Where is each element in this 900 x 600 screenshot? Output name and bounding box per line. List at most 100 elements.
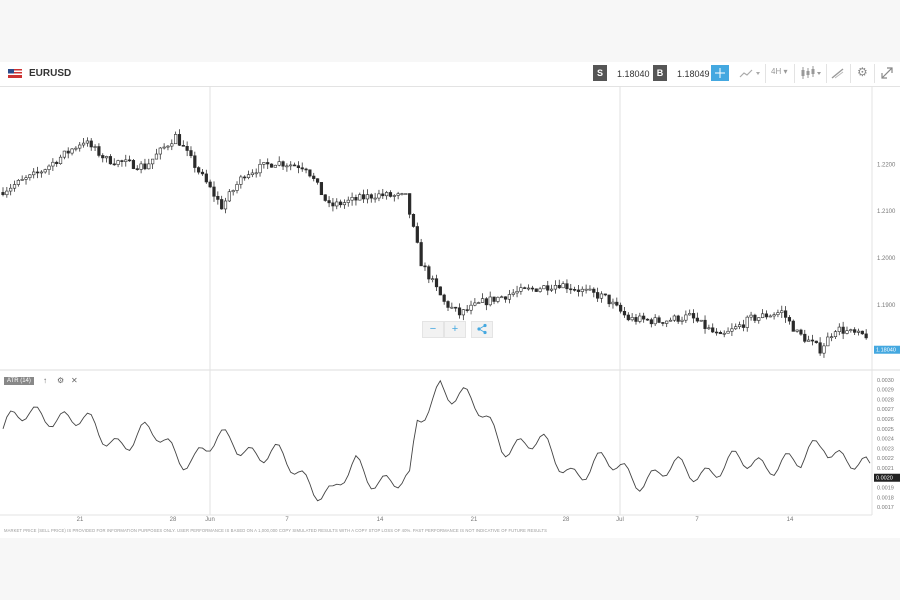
atr-line	[2, 379, 871, 502]
candle-body	[530, 287, 535, 290]
candle-body	[135, 168, 139, 170]
candle-body	[795, 329, 799, 332]
candle-body	[653, 317, 657, 325]
disclaimer-text: MARKET PRICE (SELL PRICE) IS PROVIDED FO…	[4, 528, 548, 533]
candle-body	[55, 161, 59, 165]
candle-body	[166, 145, 170, 148]
candle-body	[446, 301, 450, 308]
x-tick-label: 21	[471, 517, 478, 523]
candle-body	[277, 161, 281, 166]
crosshair-button[interactable]	[711, 65, 729, 81]
candle-body	[20, 179, 24, 181]
candle-body	[753, 314, 757, 321]
candle-body	[615, 301, 619, 306]
atr-tick-label: 0.0022	[877, 456, 894, 462]
indicator-label[interactable]: ATR (14)	[4, 377, 34, 385]
candle-body	[711, 327, 715, 333]
candle-body	[358, 194, 362, 201]
zoom-in-button[interactable]: +	[444, 321, 466, 338]
zoom-out-button[interactable]: −	[422, 321, 444, 338]
candle-body	[369, 194, 373, 199]
candle-body	[569, 288, 573, 291]
candle-body	[323, 194, 327, 201]
candle-body	[826, 336, 830, 347]
candle-body	[331, 202, 335, 207]
candle-body	[262, 162, 266, 165]
move-up-icon[interactable]: ↑	[43, 376, 47, 385]
candle-body	[266, 162, 270, 165]
candle-body	[319, 182, 324, 196]
fullscreen-icon[interactable]	[881, 67, 893, 79]
atr-tick-label: 0.0019	[877, 486, 894, 492]
candle-body	[688, 313, 692, 316]
candle-body	[408, 193, 412, 215]
candle-body	[622, 310, 627, 316]
timeframe-button[interactable]: 4H ▾	[771, 67, 788, 76]
candle-body	[223, 200, 228, 210]
toolbar-separator	[850, 64, 851, 83]
candle-body	[603, 293, 607, 296]
candle-body	[70, 148, 74, 154]
candle-body	[200, 171, 205, 175]
atr-tick-label: 0.0028	[877, 397, 894, 403]
candle-body	[35, 171, 40, 174]
candle-body	[39, 171, 43, 174]
atr-tick-label: 0.0017	[877, 505, 894, 511]
candle-body	[427, 266, 431, 280]
candle-body	[89, 140, 93, 148]
buy-button[interactable]: B	[653, 65, 667, 81]
chart-type-icon[interactable]	[739, 67, 761, 79]
candle-body	[849, 329, 853, 332]
sell-button[interactable]: S	[593, 65, 607, 81]
candle-body	[703, 319, 707, 329]
candle-body	[212, 186, 216, 197]
candle-body	[154, 153, 159, 160]
candle-body	[492, 296, 496, 302]
indicator-settings-icon[interactable]: ⚙	[57, 376, 65, 385]
candle-body	[327, 200, 331, 204]
candle-body	[630, 317, 634, 321]
share-button[interactable]	[471, 321, 493, 338]
current-atr-tag	[874, 473, 900, 482]
price-tick-label: 1.2100	[877, 209, 896, 215]
settings-icon[interactable]: ⚙	[857, 65, 868, 79]
draw-tool-icon[interactable]	[831, 67, 845, 79]
sell-price: 1.18040	[617, 69, 650, 79]
atr-tick-label: 0.0023	[877, 446, 894, 452]
share-icon	[477, 323, 487, 335]
chart-panel	[0, 62, 900, 538]
candle-body	[592, 288, 596, 293]
candle-body	[665, 320, 669, 324]
atr-tick-label: 0.0026	[877, 417, 894, 423]
candle-body	[143, 163, 147, 170]
candle-body	[97, 146, 101, 156]
current-price-label: 1.18040	[876, 348, 896, 354]
candle-body	[810, 339, 815, 342]
candle-body	[78, 144, 82, 149]
candle-body	[477, 302, 481, 304]
candles-icon[interactable]	[800, 66, 824, 80]
candle-body	[58, 156, 63, 165]
candle-body	[101, 155, 105, 159]
candle-body	[108, 156, 113, 165]
candle-body	[760, 313, 765, 318]
candle-body	[749, 314, 753, 318]
x-tick-label: Jun	[205, 517, 215, 523]
candle-body	[335, 201, 339, 207]
indicator-close-icon[interactable]: ✕	[71, 376, 78, 385]
candle-body	[162, 146, 166, 149]
x-tick-label: 21	[77, 517, 84, 523]
candle-body	[151, 158, 155, 165]
candle-body	[388, 192, 393, 197]
candle-body	[315, 178, 320, 183]
candle-body	[484, 298, 488, 306]
candle-body	[308, 169, 312, 177]
candle-body	[392, 195, 396, 197]
toolbar-separator	[874, 64, 875, 83]
candle-body	[584, 288, 588, 291]
candle-body	[496, 296, 500, 302]
chart-grid	[0, 86, 900, 516]
candle-body	[661, 322, 665, 324]
current-price-tag	[874, 345, 900, 354]
